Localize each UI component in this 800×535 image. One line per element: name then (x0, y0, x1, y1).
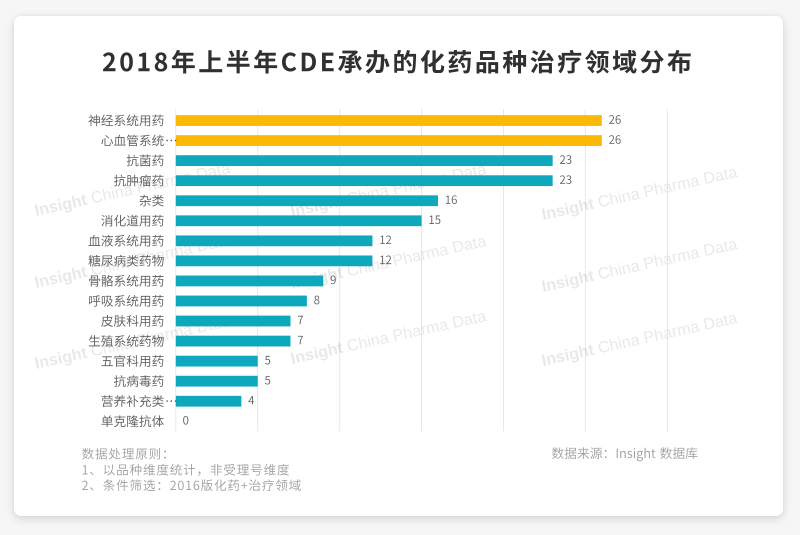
svg-text:Insight China Pharma Data: Insight China Pharma Data (289, 307, 488, 368)
svg-text:Insight China Pharma Data: Insight China Pharma Data (540, 235, 739, 296)
svg-text:Insight China Pharma Data: Insight China Pharma Data (540, 309, 739, 370)
svg-text:Insight China Pharma Data: Insight China Pharma Data (289, 160, 488, 221)
svg-text:Insight China Pharma Data: Insight China Pharma Data (33, 159, 232, 220)
svg-text:Insight China Pharma Data: Insight China Pharma Data (540, 163, 739, 224)
